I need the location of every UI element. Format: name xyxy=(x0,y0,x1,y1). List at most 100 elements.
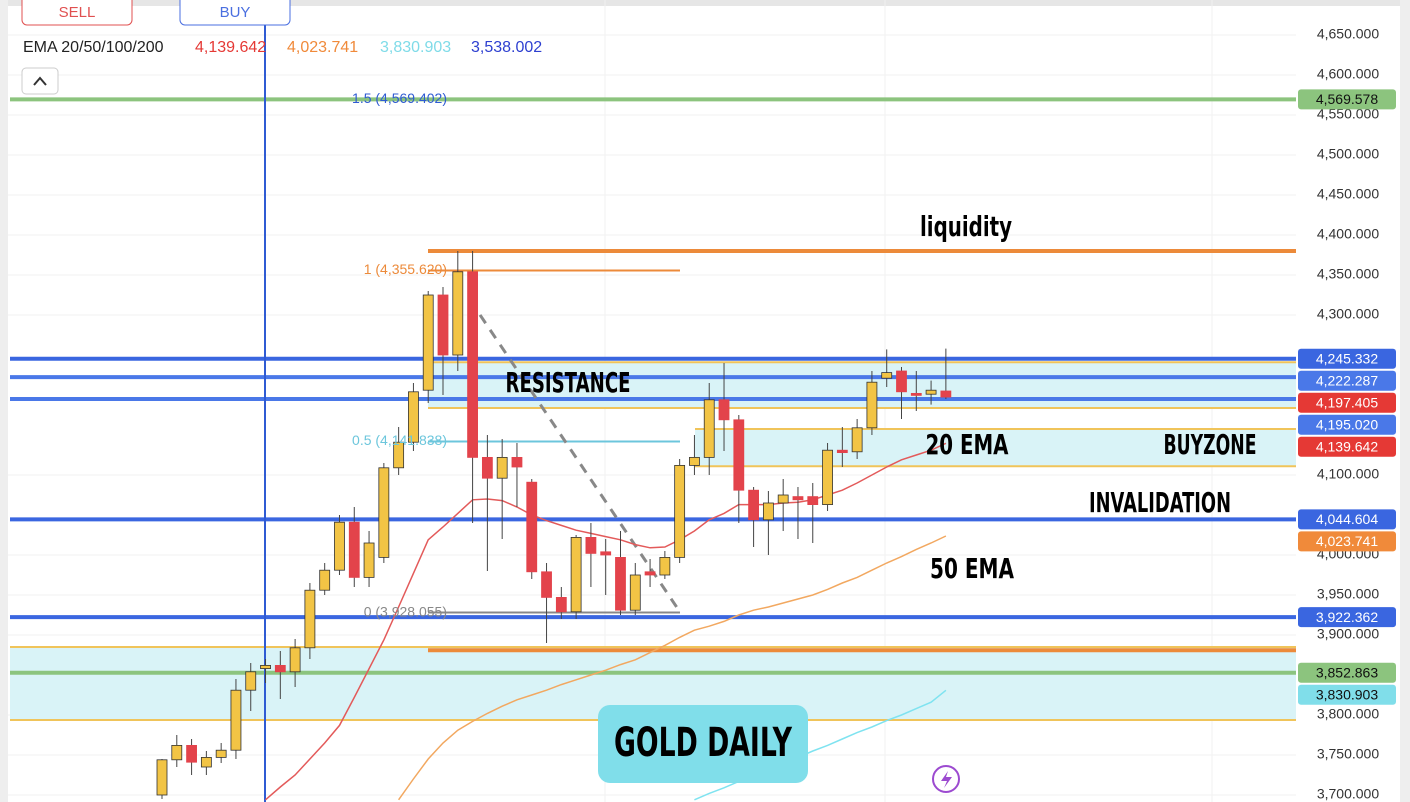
buy-button[interactable] xyxy=(179,0,291,26)
candle-body xyxy=(792,496,804,501)
candle-body xyxy=(600,551,612,556)
price-badge-label: 3,922.362 xyxy=(1316,609,1378,625)
candle-body xyxy=(836,449,848,454)
y-tick-label: 4,650.000 xyxy=(1317,26,1379,42)
price-badge xyxy=(1298,684,1396,705)
candle-body xyxy=(408,391,419,443)
candle-body xyxy=(866,381,878,429)
candle-body xyxy=(363,542,375,578)
candle-body xyxy=(452,271,464,356)
frame-right xyxy=(1400,0,1410,802)
annotation: INVALIDATION xyxy=(1089,486,1231,519)
candle-body xyxy=(422,294,434,391)
y-tick-label: 3,700.000 xyxy=(1317,786,1379,802)
price-badge-label: 4,222.287 xyxy=(1316,372,1378,388)
y-tick-label: 4,550.000 xyxy=(1317,106,1379,122)
price-badge-label: 4,197.405 xyxy=(1316,394,1378,410)
y-tick-label: 3,900.000 xyxy=(1317,626,1379,642)
annotation: liquidity xyxy=(920,210,1012,243)
candle-body xyxy=(851,427,863,453)
candle-body xyxy=(200,757,212,768)
candle-body xyxy=(378,467,390,558)
candle-body xyxy=(703,399,715,458)
collapse-button[interactable] xyxy=(21,67,59,95)
annotation: 20 EMA xyxy=(926,428,1009,461)
price-badge xyxy=(1298,414,1396,435)
candle-body xyxy=(348,521,360,578)
zone xyxy=(695,429,1296,467)
price-badge xyxy=(1298,348,1396,369)
y-tick-label: 3,950.000 xyxy=(1317,586,1379,602)
candle-body xyxy=(334,521,345,571)
y-tick-label: 4,300.000 xyxy=(1317,306,1379,322)
candle-body xyxy=(881,372,893,379)
candle-body xyxy=(896,370,907,393)
candle-body xyxy=(570,537,582,613)
candle-body xyxy=(304,589,316,649)
ema-legend-value: 4,023.741 xyxy=(287,39,358,56)
candle-body xyxy=(393,441,405,469)
fib-label: 0.5 (4,141.838) xyxy=(352,432,447,448)
price-badge-label: 3,852.863 xyxy=(1316,664,1378,680)
sell-label: SELL xyxy=(59,4,96,21)
candle-body xyxy=(496,456,508,479)
ema-legend-value: 3,830.903 xyxy=(380,39,451,56)
candle-body xyxy=(156,759,168,796)
candle-body xyxy=(689,456,700,466)
price-badge xyxy=(1298,607,1396,628)
trend-dashed xyxy=(468,299,682,613)
candle-body xyxy=(615,557,626,611)
annotation: 50 EMA xyxy=(930,552,1014,585)
event-icon-bolt xyxy=(941,771,952,788)
sell-button[interactable] xyxy=(21,0,133,26)
candle-body xyxy=(511,456,523,468)
candle-body xyxy=(467,271,478,458)
candle-body xyxy=(260,665,271,670)
title-badge xyxy=(598,705,808,783)
collapse-icon xyxy=(33,76,47,86)
buy-label: BUY xyxy=(220,4,251,21)
annotation: GOLD DAILY xyxy=(614,720,793,766)
price-badge-label: 4,245.332 xyxy=(1316,350,1378,366)
candle-body xyxy=(289,647,301,673)
candle-body xyxy=(925,389,937,395)
candle-body xyxy=(437,294,449,356)
price-badge xyxy=(1298,370,1396,391)
y-tick-label: 4,400.000 xyxy=(1317,226,1379,242)
y-tick-label: 4,600.000 xyxy=(1317,66,1379,82)
candle-body xyxy=(215,749,227,758)
candle-body xyxy=(319,569,331,591)
candle-body xyxy=(585,537,597,554)
candle-body xyxy=(940,390,952,398)
price-badge-label: 4,023.741 xyxy=(1316,533,1378,549)
candle-body xyxy=(171,745,183,761)
frame-top xyxy=(0,0,1410,6)
price-badge-label: 3,830.903 xyxy=(1316,686,1378,702)
fib-label: 1 (4,355.620) xyxy=(364,261,447,277)
candle-body xyxy=(644,571,656,576)
candle-body xyxy=(718,399,730,421)
candle-body xyxy=(481,456,493,479)
fib-label: 0 (3,928.055) xyxy=(364,603,447,619)
candle-body xyxy=(555,597,567,613)
candle-body xyxy=(748,489,759,521)
candle-body xyxy=(629,574,641,611)
ema-legend-value: 4,139.642 xyxy=(195,39,266,56)
y-tick-label: 3,800.000 xyxy=(1317,706,1379,722)
fib-label: 1.5 (4,569.402) xyxy=(352,90,447,106)
candle-body xyxy=(733,419,745,491)
price-badge xyxy=(1298,509,1396,530)
ema-legend-title: EMA 20/50/100/200 xyxy=(23,39,164,56)
annotation: RESISTANCE xyxy=(506,366,631,399)
price-badge-label: 4,044.604 xyxy=(1316,511,1378,527)
y-tick-label: 4,500.000 xyxy=(1317,146,1379,162)
price-badge xyxy=(1298,89,1396,110)
candle-body xyxy=(822,449,833,506)
candle-body xyxy=(230,689,242,751)
candle-body xyxy=(186,745,197,763)
y-tick-label: 4,100.000 xyxy=(1317,466,1379,482)
price-badge xyxy=(1298,436,1396,457)
annotation: BUYZONE xyxy=(1164,428,1257,461)
candle-body xyxy=(659,557,671,576)
